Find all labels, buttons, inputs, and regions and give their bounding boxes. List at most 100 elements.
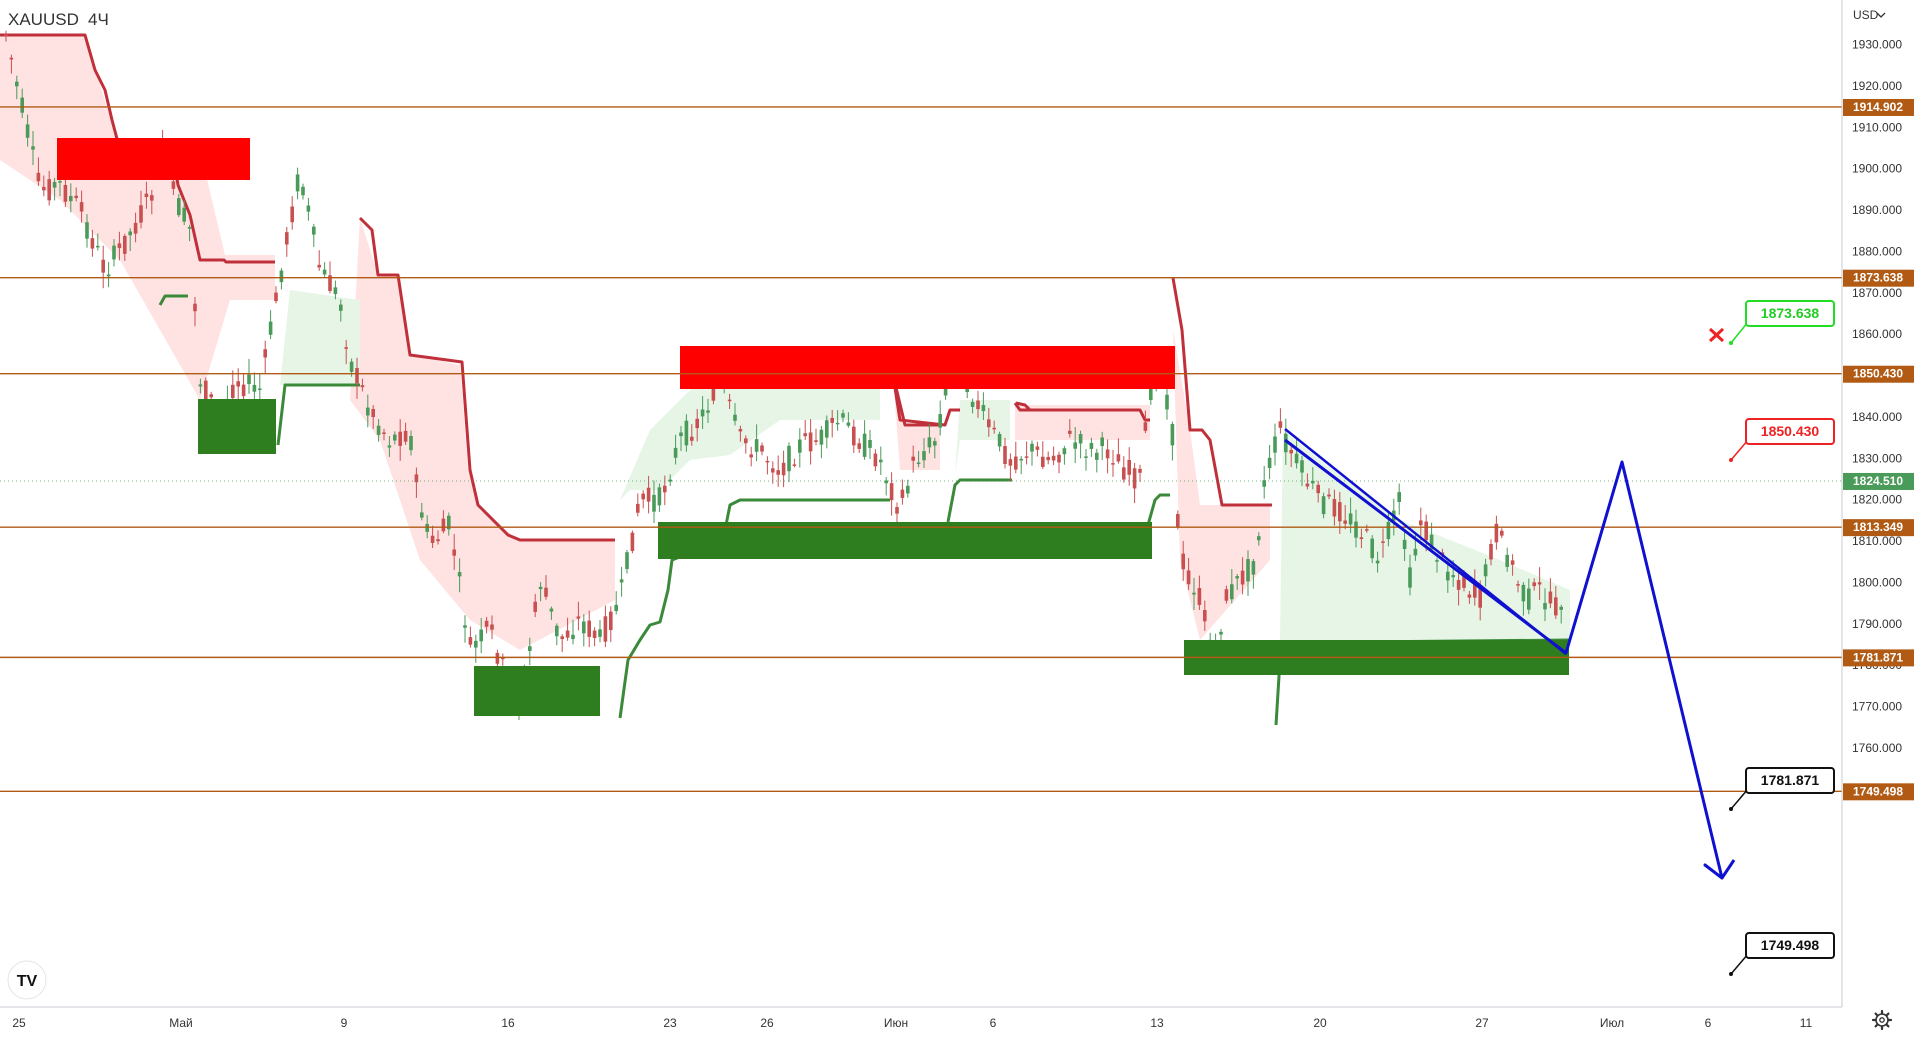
candle-body bbox=[425, 523, 429, 532]
wedge-line bbox=[1284, 428, 1567, 655]
candle-body bbox=[1289, 449, 1293, 454]
candle-body bbox=[738, 429, 743, 432]
bear-band bbox=[358, 216, 615, 542]
candle-body bbox=[884, 480, 888, 484]
candle-body bbox=[1537, 582, 1542, 585]
candle-body bbox=[1456, 579, 1461, 590]
price-zone bbox=[198, 399, 276, 454]
candle-body bbox=[1494, 523, 1499, 543]
callout-red[interactable]: 1850.430 bbox=[1745, 418, 1835, 445]
candle-body bbox=[679, 432, 683, 437]
callout-anchor bbox=[1729, 458, 1733, 462]
candle-body bbox=[609, 611, 613, 631]
candle-body bbox=[436, 539, 440, 542]
candle-body bbox=[879, 459, 883, 463]
price-tag bbox=[1843, 649, 1914, 667]
candle-body bbox=[549, 608, 554, 612]
candle-body bbox=[1224, 589, 1229, 601]
price-tick: 1790.000 bbox=[1852, 617, 1902, 631]
candle-body bbox=[1419, 520, 1423, 526]
price-zone bbox=[680, 346, 1175, 389]
price-axis[interactable]: USD 1930.000 1920.000 1910.000 1900.000 1890… bbox=[1841, 0, 1920, 1007]
candle-body bbox=[576, 616, 581, 619]
candle-body bbox=[312, 226, 316, 235]
candle-body bbox=[1338, 502, 1342, 522]
candle-body bbox=[1435, 560, 1439, 562]
projection-path bbox=[1284, 428, 1736, 880]
candle-body bbox=[1100, 437, 1104, 447]
candle-body bbox=[1559, 606, 1563, 610]
candle-body bbox=[997, 434, 1002, 447]
candle-body bbox=[706, 410, 710, 413]
candle-body bbox=[1311, 480, 1315, 484]
candle-body bbox=[85, 222, 89, 239]
gear-icon[interactable] bbox=[1871, 1009, 1893, 1031]
candle-body bbox=[209, 394, 213, 398]
price-tick: 1860.000 bbox=[1852, 327, 1902, 341]
bull-band bbox=[158, 294, 188, 306]
candle-body bbox=[177, 198, 181, 216]
candle-body bbox=[1030, 443, 1034, 452]
price-tag bbox=[1843, 783, 1914, 801]
candle-body bbox=[1170, 424, 1175, 446]
candle-body bbox=[1240, 570, 1245, 585]
callout-black-1[interactable]: 1781.871 bbox=[1745, 767, 1835, 794]
candle-body bbox=[625, 552, 629, 570]
time-axis[interactable]: 25 Май 9 16 23 26 Июн 6 13 20 27 Июл 6 11 bbox=[0, 1006, 1842, 1046]
candle-body bbox=[1041, 456, 1045, 467]
candle-body bbox=[744, 438, 748, 444]
symbol-title[interactable]: XAUUSD 4Ч bbox=[8, 10, 109, 29]
price-zone bbox=[474, 666, 600, 716]
callout-black-2[interactable]: 1749.498 bbox=[1745, 932, 1835, 959]
candle-body bbox=[1019, 458, 1023, 461]
candle-body bbox=[1181, 553, 1185, 570]
candle-body bbox=[943, 385, 948, 396]
candle-body bbox=[1262, 480, 1266, 487]
candle-body bbox=[641, 493, 645, 500]
candle-body bbox=[1057, 454, 1061, 463]
candle-body bbox=[933, 441, 937, 446]
tradingview-logo[interactable]: TV bbox=[7, 960, 47, 1000]
candle-body bbox=[290, 206, 294, 223]
candle-body bbox=[25, 124, 30, 138]
candle-body bbox=[387, 445, 392, 448]
candle-body bbox=[528, 646, 532, 651]
candle-body bbox=[592, 630, 597, 638]
candle-body bbox=[1527, 588, 1531, 610]
price-tag-label: 1850.430 bbox=[1853, 367, 1903, 381]
candle-body bbox=[938, 414, 942, 428]
candle-body bbox=[90, 238, 95, 249]
candle-body bbox=[657, 487, 662, 506]
candle-body bbox=[382, 432, 386, 434]
candle-body bbox=[1273, 436, 1277, 453]
candle-body bbox=[1397, 492, 1401, 502]
candle-body bbox=[1024, 456, 1029, 458]
candle-body bbox=[1246, 559, 1250, 582]
chevron-down-icon bbox=[1876, 12, 1886, 18]
candle-body bbox=[1316, 484, 1320, 494]
candle-body bbox=[781, 462, 786, 476]
candle-body bbox=[409, 435, 413, 451]
candle-body bbox=[241, 384, 246, 397]
price-tick: 1910.000 bbox=[1852, 120, 1902, 134]
candle-body bbox=[614, 604, 618, 612]
candle-body bbox=[204, 380, 208, 402]
candle-body bbox=[803, 433, 807, 437]
red-x-icon[interactable] bbox=[1708, 327, 1725, 343]
candle-body bbox=[1105, 449, 1110, 459]
horizontal-levels bbox=[0, 106, 1842, 793]
currency-selector[interactable]: USD bbox=[1853, 8, 1886, 22]
candle-body bbox=[36, 172, 41, 182]
candle-body bbox=[906, 485, 910, 494]
callout-green[interactable]: 1873.638 bbox=[1745, 300, 1835, 327]
symbol-timeframe: 4Ч bbox=[88, 10, 109, 29]
candle-body bbox=[1467, 594, 1472, 598]
candle-body bbox=[1505, 554, 1509, 567]
bear-shade bbox=[350, 218, 615, 650]
candle-body bbox=[1516, 584, 1520, 586]
candle-body bbox=[771, 468, 775, 473]
candle-body bbox=[841, 413, 845, 418]
price-tick: 1830.000 bbox=[1852, 451, 1902, 465]
